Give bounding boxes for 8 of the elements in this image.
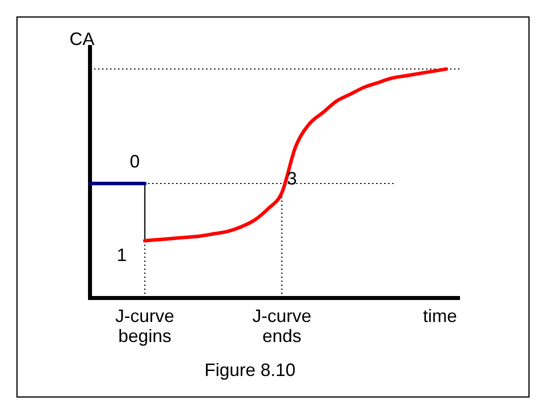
caption: Figure 8.10 xyxy=(204,360,296,380)
annotation: 1 xyxy=(116,244,127,265)
x-tick-label: J-curve ends xyxy=(252,306,312,346)
annotation: 3 xyxy=(286,168,297,189)
x-axis-title: time xyxy=(422,306,458,326)
y-axis-title: CA xyxy=(69,29,95,49)
x-tick-label: J-curve begins xyxy=(115,306,174,346)
annotation: 0 xyxy=(130,152,140,172)
